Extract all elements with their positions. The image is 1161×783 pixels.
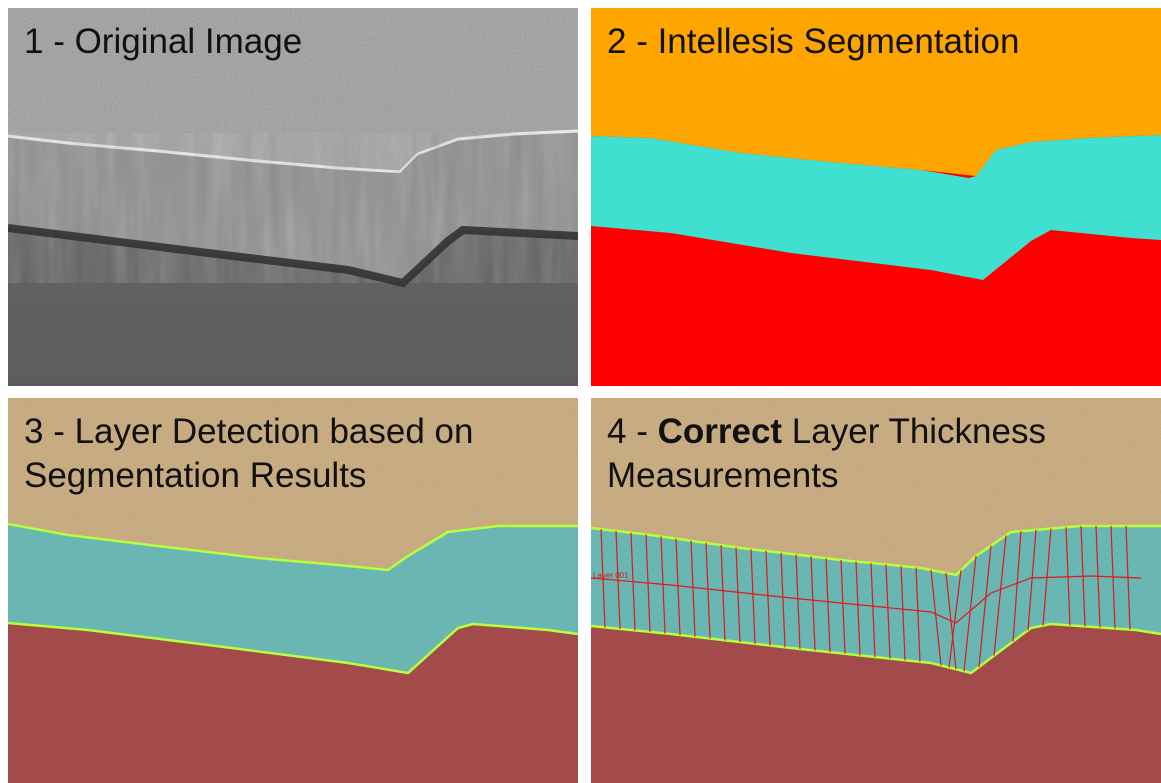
panel-1-caption: 1 - Original Image	[24, 20, 302, 64]
panel-3-caption-line-1: 3 - Layer Detection based on	[24, 410, 473, 454]
panel-3-separator: -	[43, 412, 74, 451]
panel-3-caption-line-2: Segmentation Results	[24, 454, 473, 498]
panel-3-caption: 3 - Layer Detection based on Segmentatio…	[24, 410, 473, 498]
segmentation-map	[591, 8, 1161, 386]
panel-2-caption: 2 - Intellesis Segmentation	[607, 20, 1019, 64]
panel-4-caption: 4 - Correct Layer Thickness Measurements	[607, 410, 1046, 498]
panel-4-caption-line-1: 4 - Correct Layer Thickness	[607, 410, 1046, 454]
panel-4-title-rest: Layer Thickness	[792, 412, 1046, 451]
panel-original-image: 1 - Original Image	[8, 8, 578, 386]
panel-3-number: 3	[24, 412, 43, 451]
panel-4-number: 4	[607, 412, 626, 451]
measurement-layer-label: Layer 001	[593, 571, 629, 580]
panel-2-separator: -	[626, 22, 657, 61]
panel-3-title-line-1: Layer Detection based on	[75, 412, 474, 451]
panel-4-separator: -	[626, 412, 657, 451]
panel-1-title: Original Image	[75, 22, 303, 61]
panel-4-title-bold: Correct	[658, 412, 782, 451]
panel-4-caption-line-2: Measurements	[607, 454, 1046, 498]
panel-segmentation: 2 - Intellesis Segmentation	[591, 8, 1161, 386]
panel-1-number: 1	[24, 22, 43, 61]
panel-1-separator: -	[43, 22, 74, 61]
panel-layer-detection: 3 - Layer Detection based on Segmentatio…	[8, 398, 578, 783]
panel-thickness-measurements: Layer 001 4 - Correct Layer Thickness Me…	[591, 398, 1161, 783]
sem-original-image	[8, 8, 578, 386]
panel-2-title: Intellesis Segmentation	[658, 22, 1020, 61]
panel-2-number: 2	[607, 22, 626, 61]
